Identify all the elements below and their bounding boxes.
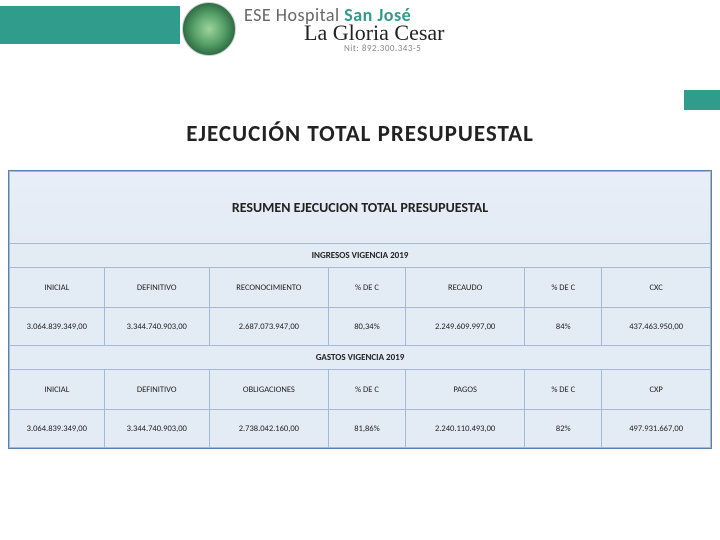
table-cell: 2.687.073.947,00 (209, 308, 328, 346)
table-cell: 2.249.609.997,00 (406, 308, 525, 346)
table-cell: 437.463.950,00 (602, 308, 711, 346)
col-header: INICIAL (10, 268, 105, 308)
budget-table: RESUMEN EJECUCION TOTAL PRESUPUESTAL ING… (9, 171, 711, 448)
col-header: RECAUDO (406, 268, 525, 308)
table-cell: 2.240.110.493,00 (406, 410, 525, 448)
header-accent-bar (0, 6, 180, 44)
hospital-nit: Nit: 892.300.343-5 (344, 44, 445, 53)
col-header: INICIAL (10, 370, 105, 410)
hospital-script-line: La Gloria Cesar (304, 22, 445, 44)
gastos-header-row: INICIAL DEFINITIVO OBLIGACIONES % DE C P… (10, 370, 711, 410)
col-header: DEFINITIVO (104, 370, 209, 410)
ingresos-header-row: INICIAL DEFINITIVO RECONOCIMIENTO % DE C… (10, 268, 711, 308)
table-cell: 3.064.839.349,00 (10, 308, 105, 346)
col-header: RECONOCIMIENTO (209, 268, 328, 308)
table-cell: 80,34% (328, 308, 405, 346)
gastos-data-row: 3.064.839.349,00 3.344.740.903,00 2.738.… (10, 410, 711, 448)
table-cell: 3.064.839.349,00 (10, 410, 105, 448)
table-cell: 2.738.042.160,00 (209, 410, 328, 448)
budget-table-wrap: RESUMEN EJECUCION TOTAL PRESUPUESTAL ING… (8, 170, 712, 449)
col-header: OBLIGACIONES (209, 370, 328, 410)
col-header: CXC (602, 268, 711, 308)
table-cell: 497.931.667,00 (602, 410, 711, 448)
table-cell: 81,86% (328, 410, 405, 448)
col-header: PAGOS (406, 370, 525, 410)
table-cell: 3.344.740.903,00 (104, 308, 209, 346)
section-ingresos: INGRESOS VIGENCIA 2019 (10, 244, 711, 268)
ingresos-data-row: 3.064.839.349,00 3.344.740.903,00 2.687.… (10, 308, 711, 346)
col-header: DEFINITIVO (104, 268, 209, 308)
col-header: % DE C (525, 370, 602, 410)
table-summary-title: RESUMEN EJECUCION TOTAL PRESUPUESTAL (10, 172, 711, 244)
col-header: % DE C (525, 268, 602, 308)
table-cell: 3.344.740.903,00 (104, 410, 209, 448)
table-cell: 84% (525, 308, 602, 346)
hospital-logo-icon (182, 2, 236, 56)
section-gastos: GASTOS VIGENCIA 2019 (10, 346, 711, 370)
page-title: EJECUCIÓN TOTAL PRESUPUESTAL (0, 120, 720, 148)
logo-block: ESE Hospital San José La Gloria Cesar Ni… (182, 2, 445, 56)
col-header: % DE C (328, 370, 405, 410)
header-accent-right (684, 90, 720, 110)
hospital-text: ESE Hospital San José La Gloria Cesar Ni… (244, 6, 445, 53)
col-header: CXP (602, 370, 711, 410)
col-header: % DE C (328, 268, 405, 308)
table-cell: 82% (525, 410, 602, 448)
